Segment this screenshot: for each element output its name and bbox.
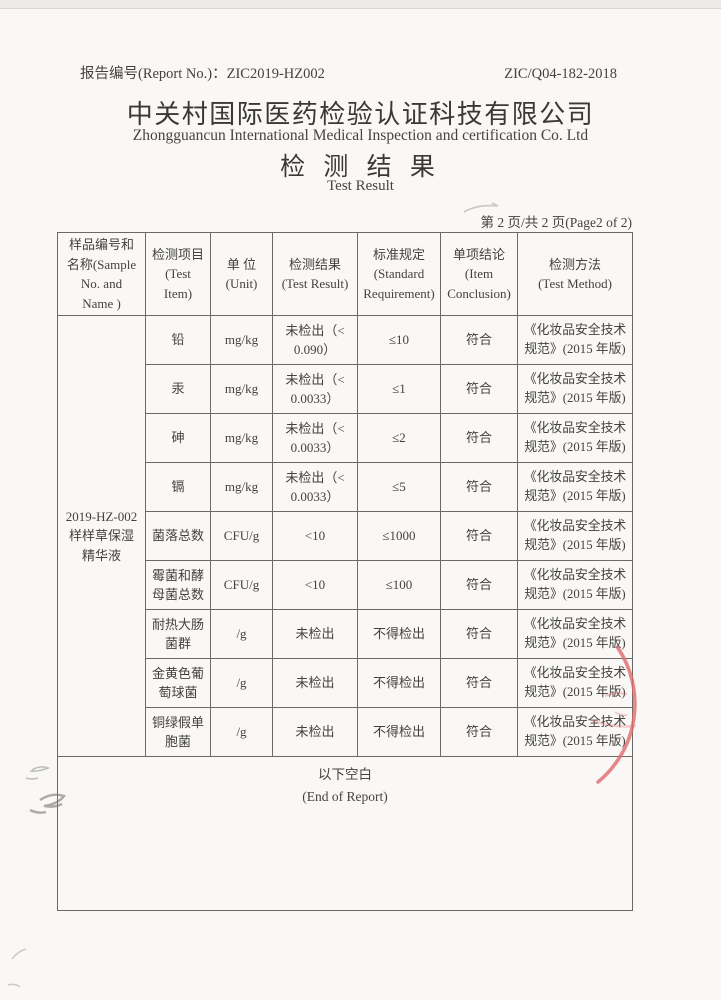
cell-result: 未检出（< 0.0033） [272,364,358,414]
cell-method: 《化妆品安全技术 规范》(2015 年版) [517,364,633,414]
report-number-line: 报告编号(Report No.)：ZIC2019-HZ002 ZIC/Q04-1… [80,62,617,83]
cell-conclusion: 符合 [440,413,518,463]
company-name-english: Zhongguancun International Medical Inspe… [132,127,589,144]
cell-method: 《化妆品安全技术 规范》(2015 年版) [517,560,633,610]
document-title-english: Test Result [327,178,394,194]
cell-result: 未检出（< 0.0033） [272,413,358,463]
cell-result: 未检出（< 0.090） [272,315,358,365]
cell-standard: ≤5 [357,462,441,512]
cell-method: 《化妆品安全技术 规范》(2015 年版) [517,413,633,463]
report-number: 报告编号(Report No.)：ZIC2019-HZ002 [80,66,325,82]
table-row: 菌落总数 CFU/g <10 ≤1000 符合 《化妆品安全技术 规范》(201… [58,511,633,561]
header-test-item: 检测项目 (Test Item) [145,232,211,316]
table-row: 2019-HZ-002 样样草保湿 精华液 铅 mg/kg 未检出（< 0.09… [57,315,633,757]
header-conclusion: 单项结论 (Item Conclusion) [440,232,518,316]
document-code: ZIC/Q04-182-2018 [504,66,617,82]
end-of-report-row: 以下空白 (End of Report) [57,756,633,911]
cell-item: 铜绿假单 胞菌 [145,707,211,757]
cell-unit: CFU/g [210,560,273,610]
cell-standard: 不得检出 [357,707,441,757]
cell-unit: /g [210,658,273,708]
cell-method: 《化妆品安全技术 规范》(2015 年版) [517,609,633,659]
cell-unit: /g [210,609,273,659]
table-row: 汞 mg/kg 未检出（< 0.0033） ≤1 符合 《化妆品安全技术 规范》… [58,364,633,414]
cell-standard: ≤1 [357,364,441,414]
cell-unit: CFU/g [210,511,273,561]
cell-item: 金黄色葡 萄球菌 [145,658,211,708]
company-name-chinese: 中关村国际医药检验认证科技有限公司 [126,100,595,129]
document-title-chinese: 检 测 结 果 [280,154,441,181]
cell-item: 菌落总数 [145,511,211,561]
table-row: 铜绿假单 胞菌 /g 未检出 不得检出 符合 《化妆品安全技术 规范》(2015… [58,707,633,757]
page-number: 第 2 页/共 2 页(Page2 of 2) [480,215,632,230]
cell-unit: mg/kg [210,462,273,512]
cell-method: 《化妆品安全技术 规范》(2015 年版) [517,462,633,512]
cell-method: 《化妆品安全技术 规范》(2015 年版) [517,707,633,757]
cell-result: 未检出 [272,658,358,708]
cell-conclusion: 符合 [440,658,518,708]
table-row: 镉 mg/kg 未检出（< 0.0033） ≤5 符合 《化妆品安全技术 规范》… [58,462,633,512]
cell-sample-name: 2019-HZ-002 样样草保湿 精华液 [57,315,146,757]
cell-result: <10 [272,511,358,561]
cell-item: 砷 [145,413,211,463]
header-standard: 标准规定 (Standard Requirement) [357,232,441,316]
cell-standard: ≤2 [357,413,441,463]
cell-method: 《化妆品安全技术 规范》(2015 年版) [517,315,633,365]
cell-result: 未检出 [272,609,358,659]
cell-item: 镉 [145,462,211,512]
cell-item: 汞 [145,364,211,414]
cell-standard: ≤10 [357,315,441,365]
cell-method: 《化妆品安全技术 规范》(2015 年版) [517,658,633,708]
header-method: 检测方法 (Test Method) [517,232,633,316]
table-row: 霉菌和酵 母菌总数 CFU/g <10 ≤100 符合 《化妆品安全技术 规范》… [58,560,633,610]
cell-unit: mg/kg [210,315,273,365]
cell-method: 《化妆品安全技术 规范》(2015 年版) [517,511,633,561]
cell-conclusion: 符合 [440,315,518,365]
cell-result: <10 [272,560,358,610]
cell-conclusion: 符合 [440,560,518,610]
test-result-table: 样品编号和 名称(Sample No. and Name ) 检测项目 (Tes… [57,232,633,911]
table-row: 砷 mg/kg 未检出（< 0.0033） ≤2 符合 《化妆品安全技术 规范》… [58,413,633,463]
scan-edge-shadow [0,0,721,9]
cell-item: 铅 [145,315,211,365]
cell-conclusion: 符合 [440,609,518,659]
cell-conclusion: 符合 [440,462,518,512]
cell-standard: 不得检出 [357,609,441,659]
cell-item: 霉菌和酵 母菌总数 [145,560,211,610]
cell-item: 耐热大肠 菌群 [145,609,211,659]
cell-unit: mg/kg [210,413,273,463]
header-test-result: 检测结果 (Test Result) [272,232,358,316]
scan-smudge [7,948,27,988]
cell-standard: 不得检出 [357,658,441,708]
cell-unit: /g [210,707,273,757]
cell-unit: mg/kg [210,364,273,414]
cell-result: 未检出 [272,707,358,757]
cell-standard: ≤1000 [357,511,441,561]
cell-conclusion: 符合 [440,707,518,757]
table-header-row: 样品编号和 名称(Sample No. and Name ) 检测项目 (Tes… [57,232,633,316]
cell-conclusion: 符合 [440,511,518,561]
header-sample: 样品编号和 名称(Sample No. and Name ) [57,232,146,316]
cell-conclusion: 符合 [440,364,518,414]
cell-standard: ≤100 [357,560,441,610]
end-of-report-text: 以下空白 (End of Report) [57,756,633,911]
cell-result: 未检出（< 0.0033） [272,462,358,512]
header-unit: 单 位 (Unit) [210,232,273,316]
